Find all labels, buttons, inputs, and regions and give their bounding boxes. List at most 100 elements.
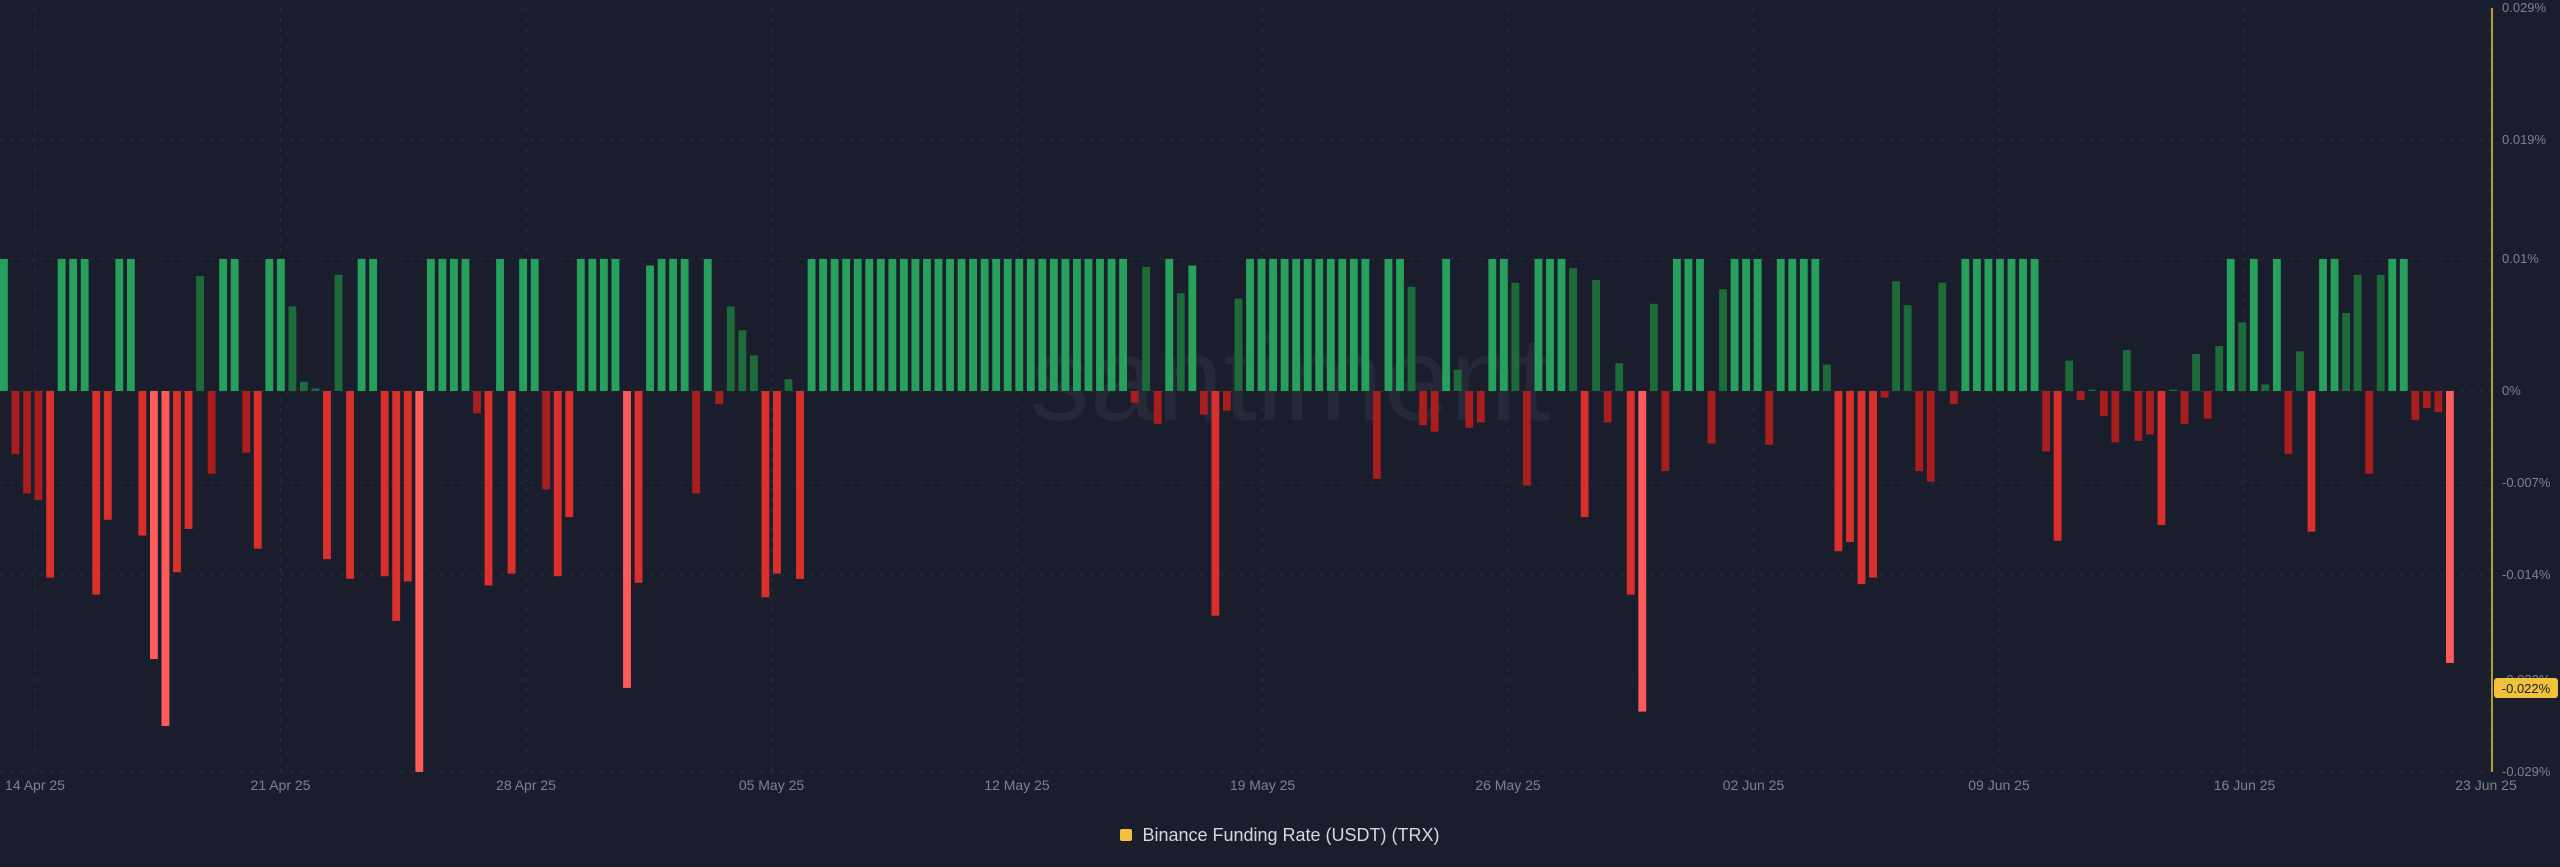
funding-rate-bar[interactable] [2319,258,2327,391]
funding-rate-bar[interactable] [1799,258,1808,391]
funding-rate-bar[interactable] [807,258,816,391]
funding-rate-bar[interactable] [461,258,470,391]
funding-rate-bar[interactable] [1730,258,1739,391]
funding-rate-bar[interactable] [2192,354,2201,391]
funding-rate-bar[interactable] [646,265,654,391]
funding-rate-bar[interactable] [530,258,539,391]
funding-rate-bar[interactable] [842,258,851,391]
funding-rate-bar[interactable] [426,258,435,391]
funding-rate-bar[interactable] [1107,258,1116,391]
funding-rate-bar[interactable] [2284,391,2293,455]
funding-rate-bar[interactable] [853,258,862,391]
funding-rate-bar[interactable] [1546,258,1554,391]
funding-rate-bar[interactable] [2376,274,2385,391]
funding-rate-bar[interactable] [2411,391,2420,420]
funding-rate-bar[interactable] [1338,258,1347,391]
funding-rate-bar[interactable] [1926,391,1935,482]
funding-rate-bar[interactable] [496,258,504,391]
funding-rate-bar[interactable] [1522,391,1531,486]
funding-rate-bar[interactable] [1430,391,1439,432]
funding-rate-bar[interactable] [1061,258,1070,391]
funding-rate-bar[interactable] [2296,351,2304,391]
funding-rate-bar[interactable] [2365,391,2374,474]
funding-rate-bar[interactable] [1119,258,1128,391]
funding-rate-bar[interactable] [230,258,239,391]
funding-rate-bar[interactable] [934,258,943,391]
funding-rate-bar[interactable] [161,391,170,727]
funding-rate-bar[interactable] [1442,258,1451,391]
funding-rate-bar[interactable] [357,258,366,391]
funding-rate-bar[interactable] [23,391,31,494]
funding-rate-bar[interactable] [276,258,285,391]
funding-rate-bar[interactable] [634,391,643,583]
funding-rate-bar[interactable] [196,276,204,391]
funding-rate-bar[interactable] [0,258,8,391]
funding-rate-bar[interactable] [57,258,66,391]
funding-rate-bar[interactable] [1892,281,1901,391]
funding-rate-bar[interactable] [1949,391,1958,405]
funding-rate-bar[interactable] [46,391,54,578]
funding-rate-bar[interactable] [149,391,158,660]
funding-rate-bar[interactable] [2169,389,2177,391]
funding-rate-bar[interactable] [1776,258,1785,391]
funding-rate-bar[interactable] [1615,363,1624,391]
funding-rate-bar[interactable] [2157,391,2166,526]
funding-rate-bar[interactable] [2065,360,2074,391]
funding-rate-bar[interactable] [1292,258,1301,391]
funding-rate-bar[interactable] [2399,258,2408,391]
funding-rate-bar[interactable] [865,258,874,391]
funding-rate-bar[interactable] [542,391,551,490]
funding-rate-bar[interactable] [1211,391,1220,616]
funding-rate-bar[interactable] [1984,258,1993,391]
funding-rate-bar[interactable] [473,391,481,414]
funding-rate-bar[interactable] [588,258,597,391]
funding-rate-bar[interactable] [1880,391,1889,398]
funding-rate-bar[interactable] [1015,258,1024,391]
funding-rate-bar[interactable] [1753,258,1762,391]
funding-rate-bar[interactable] [2134,391,2143,441]
funding-rate-bar[interactable] [1915,391,1924,472]
funding-rate-bar[interactable] [1223,391,1231,411]
funding-rate-bar[interactable] [392,391,401,621]
funding-rate-bar[interactable] [565,391,574,518]
funding-rate-bar[interactable] [1315,258,1324,391]
funding-rate-bar[interactable] [1165,258,1174,391]
bar-series[interactable] [0,258,2454,772]
funding-rate-bar[interactable] [207,391,216,474]
funding-rate-bar[interactable] [2019,258,2027,391]
funding-rate-bar[interactable] [1811,258,1820,391]
funding-rate-bar[interactable] [1096,258,1104,391]
funding-rate-bar[interactable] [1407,286,1416,391]
funding-rate-bar[interactable] [1822,364,1831,391]
funding-rate-bar[interactable] [380,391,389,577]
funding-rate-bar[interactable] [1453,369,1462,391]
funding-rate-bar[interactable] [726,306,735,391]
funding-rate-bar[interactable] [1707,391,1716,444]
funding-rate-bar[interactable] [830,258,839,391]
funding-rate-bar[interactable] [576,258,585,391]
funding-rate-bar[interactable] [2088,389,2097,391]
funding-rate-bar[interactable] [2180,391,2189,424]
funding-rate-bar[interactable] [403,391,412,582]
funding-rate-bar[interactable] [1834,391,1843,552]
funding-rate-bar[interactable] [1846,391,1854,543]
funding-rate-bar[interactable] [449,258,458,391]
funding-rate-bar[interactable] [1049,258,1058,391]
funding-rate-bar[interactable] [899,258,908,391]
funding-rate-bar[interactable] [2249,258,2258,391]
funding-rate-bar[interactable] [1742,258,1751,391]
chart-legend[interactable]: Binance Funding Rate (USDT) (TRX) [0,820,2560,850]
funding-rate-bar[interactable] [2030,258,2039,391]
funding-rate-bar[interactable] [1557,258,1566,391]
funding-rate-bar[interactable] [796,391,804,579]
funding-rate-bar[interactable] [923,258,931,391]
funding-rate-bar[interactable] [1488,258,1497,391]
funding-rate-bar[interactable] [1349,258,1358,391]
funding-rate-bar[interactable] [2272,258,2281,391]
funding-rate-bar[interactable] [599,258,608,391]
funding-rate-bar[interactable] [1257,258,1266,391]
funding-rate-bar[interactable] [1269,258,1277,391]
funding-rate-bar[interactable] [703,258,712,391]
funding-rate-bar[interactable] [2146,391,2154,435]
funding-rate-bar[interactable] [1153,391,1162,424]
